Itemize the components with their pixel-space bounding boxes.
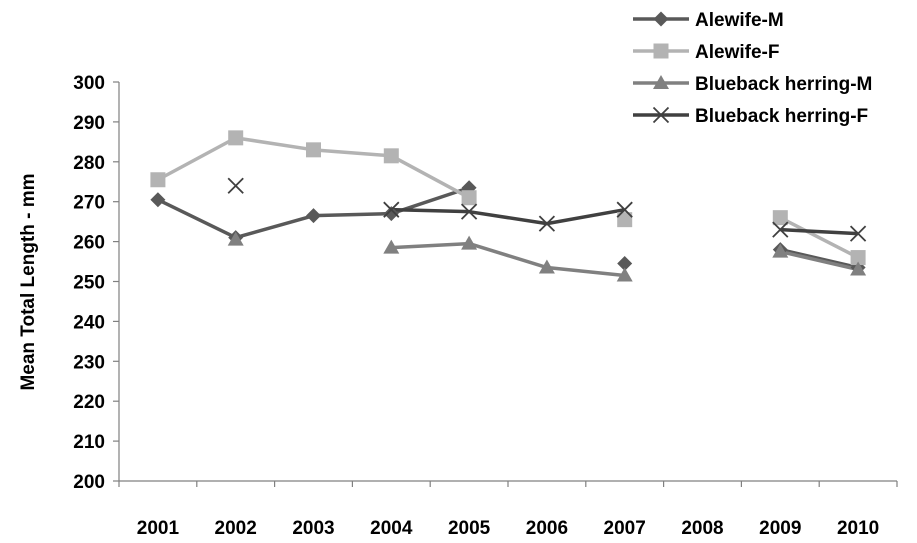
y-tick-label-290: 290 <box>73 113 105 134</box>
x-tick-label-2002: 2002 <box>215 518 257 539</box>
data-point-blueback-herring-f-2006 <box>538 215 556 232</box>
data-point-blueback-herring-f-2009 <box>772 221 789 238</box>
legend-marker-blueback-herring-m <box>653 75 669 89</box>
data-point-blueback-herring-m-2009 <box>772 243 789 258</box>
x-tick-label-2008: 2008 <box>681 518 723 539</box>
series-line-alewife-m-1 <box>779 247 859 270</box>
y-axis-ticks: 200 210 220 230 240 250 260 270 280 290 300 <box>73 73 119 493</box>
x-tick-label-2005: 2005 <box>448 518 491 539</box>
x-tick-label-2010: 2010 <box>837 518 879 539</box>
data-point-blueback-herring-m-2002 <box>227 231 244 246</box>
legend-item-alewife-f: Alewife-F <box>633 42 779 63</box>
y-tick-label-210: 210 <box>73 432 105 453</box>
y-axis-title-group: Mean Total Length - mm <box>18 173 39 390</box>
y-tick-label-240: 240 <box>73 312 105 333</box>
legend: Alewife-M Alewife-F Blueback herring-M Blue… <box>633 10 872 127</box>
x-tick-label-2009: 2009 <box>759 518 801 539</box>
data-point-blueback-herring-m-2007 <box>616 267 633 282</box>
y-tick-label-280: 280 <box>73 153 105 174</box>
data-point-blueback-herring-m-2005 <box>461 235 478 250</box>
legend-marker-alewife-f <box>653 43 669 59</box>
data-point-alewife-f-2003 <box>306 142 321 158</box>
series-lines <box>157 136 859 278</box>
data-point-blueback-herring-m-2004 <box>383 239 400 254</box>
data-point-alewife-m-2004 <box>383 206 399 222</box>
data-point-blueback-herring-f-2010 <box>849 225 867 242</box>
legend-marker-blueback-herring-f <box>652 106 670 124</box>
data-point-blueback-herring-f-2007 <box>616 201 633 218</box>
data-point-alewife-f-2010 <box>850 250 866 266</box>
series-line-blueback-herring-m-1 <box>779 249 859 272</box>
y-axis-title: Mean Total Length - mm <box>18 173 39 390</box>
y-tick-label-250: 250 <box>73 273 105 294</box>
data-point-alewife-m-2001 <box>150 192 166 208</box>
x-tick-label-2003: 2003 <box>292 518 334 539</box>
series-line-alewife-f-1 <box>779 216 859 260</box>
series-line-blueback-herring-f-0 <box>391 207 626 226</box>
y-tick-label-260: 260 <box>73 233 105 254</box>
legend-label-blueback-herring-m: Blueback herring-M <box>695 74 872 95</box>
x-tick-label-2007: 2007 <box>604 518 646 539</box>
series-line-blueback-herring-m-0 <box>391 241 625 278</box>
legend-item-blueback-herring-f: Blueback herring-F <box>633 106 868 127</box>
x-tick-label-2001: 2001 <box>137 518 180 539</box>
data-point-alewife-m-2003 <box>306 208 321 224</box>
data-point-blueback-herring-m-2006 <box>538 259 555 274</box>
y-tick-label-230: 230 <box>73 352 105 373</box>
data-point-alewife-f-2001 <box>150 172 166 188</box>
data-point-alewife-m-2007 <box>617 256 633 272</box>
y-tick-label-200: 200 <box>73 472 105 493</box>
legend-item-blueback-herring-m: Blueback herring-M <box>633 74 872 95</box>
x-tick-label-2006: 2006 <box>526 518 568 539</box>
data-point-blueback-herring-f-2005 <box>460 203 478 220</box>
data-point-alewife-f-2007 <box>617 212 633 228</box>
x-tick-label-2004: 2004 <box>370 518 413 539</box>
legend-item-alewife-m: Alewife-M <box>633 10 784 31</box>
y-tick-label-220: 220 <box>73 392 105 413</box>
data-point-alewife-f-2009 <box>772 210 788 226</box>
series-line-blueback-herring-f-1 <box>780 227 859 236</box>
data-point-blueback-herring-f-2004 <box>383 201 400 218</box>
legend-marker-alewife-m <box>653 11 669 27</box>
x-axis-ticks: 2001 2002 2003 2004 2005 2006 2007 2008 2009 2010 <box>118 481 898 539</box>
data-point-alewife-f-2005 <box>461 190 477 206</box>
legend-label-alewife-f: Alewife-F <box>695 42 779 63</box>
legend-label-blueback-herring-f: Blueback herring-F <box>695 106 868 127</box>
data-point-blueback-herring-m-2010 <box>850 261 867 276</box>
series-markers <box>150 130 867 282</box>
data-point-blueback-herring-f-2002 <box>227 177 244 194</box>
legend-label-alewife-m: Alewife-M <box>695 10 784 31</box>
y-tick-label-270: 270 <box>73 193 105 214</box>
data-point-alewife-f-2002 <box>228 130 244 146</box>
y-tick-label-300: 300 <box>73 73 105 94</box>
data-point-alewife-f-2004 <box>383 148 399 164</box>
